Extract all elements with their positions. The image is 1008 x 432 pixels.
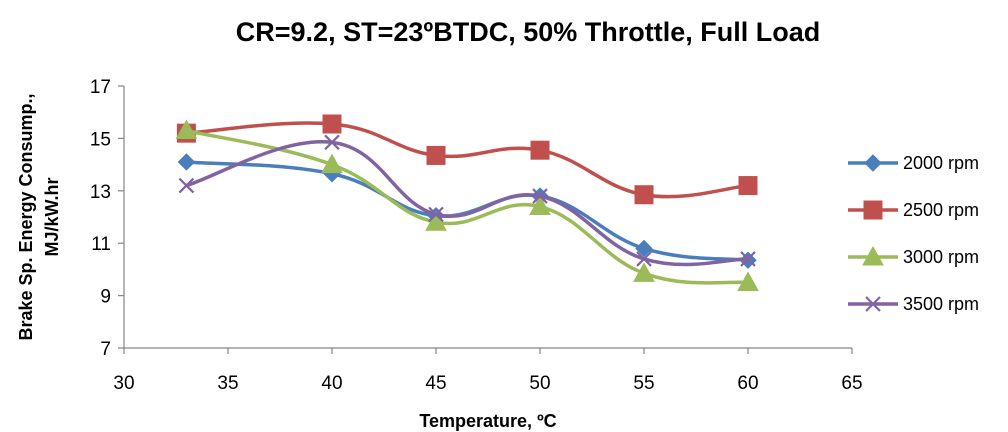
data-point-3000-rpm [737, 271, 759, 291]
legend-label-2500-rpm: 2500 rpm [903, 200, 979, 220]
data-point-3000-rpm [321, 153, 343, 174]
data-point-3000-rpm [529, 195, 551, 216]
legend-marker-3500-rpm [865, 296, 881, 312]
legend-label-3500-rpm: 3500 rpm [903, 294, 979, 314]
data-point-2500-rpm [322, 114, 342, 134]
x-tick-label: 65 [841, 373, 862, 394]
data-point-2000-rpm [177, 153, 196, 171]
legend-marker-2500-rpm [863, 200, 883, 220]
data-point-3000-rpm [175, 119, 198, 140]
y-tick-label: 11 [91, 234, 111, 255]
series-layer [175, 114, 759, 291]
data-point-2000-rpm [635, 239, 653, 258]
series-line-2500-rpm [186, 121, 749, 199]
x-axis-title: Temperature, ºC [419, 411, 556, 431]
y-tick-label: 15 [90, 129, 111, 150]
legend-label-2000-rpm: 2000 rpm [903, 153, 979, 173]
legend-marker-3000-rpm [862, 245, 884, 266]
legend-marker-2000-rpm [864, 154, 882, 172]
y-axis-title-line2: MJ/kW.hr [42, 177, 62, 256]
series-line-3500-rpm [185, 140, 749, 267]
data-point-3500-rpm [740, 251, 756, 267]
y-tick-label: 17 [90, 77, 111, 98]
data-point-3500-rpm [178, 177, 195, 194]
data-point-2500-rpm [738, 176, 758, 196]
y-axis-title-line1: Brake Sp. Energy Consump., [16, 93, 36, 340]
x-tick-label: 60 [737, 373, 758, 394]
legend-label-3000-rpm: 3000 rpm [903, 247, 979, 267]
y-tick-label: 9 [100, 287, 111, 308]
legend: 2000 rpm 2500 rpm 3000 rpm 3500 rpm [848, 153, 979, 314]
data-point-2500-rpm [634, 185, 654, 205]
x-tick-label: 45 [425, 373, 446, 394]
x-tick-label: 30 [113, 373, 134, 394]
data-point-3500-rpm [324, 134, 340, 151]
y-tick-label: 7 [100, 339, 111, 360]
x-tick-label: 55 [633, 373, 654, 394]
series-line-3000-rpm [186, 128, 749, 285]
series-line-2000-rpm [186, 160, 749, 262]
x-tick-label: 50 [529, 373, 550, 394]
data-point-2500-rpm [530, 140, 550, 160]
data-point-3000-rpm [633, 262, 655, 282]
y-tick-label: 13 [90, 182, 111, 203]
data-point-3500-rpm [636, 251, 652, 267]
data-point-3000-rpm [425, 211, 447, 231]
chart-title: CR=9.2, ST=23ºBTDC, 50% Throttle, Full L… [236, 17, 820, 47]
x-tick-label: 40 [321, 373, 342, 394]
data-point-3500-rpm [532, 188, 548, 204]
data-point-2500-rpm [426, 145, 446, 165]
axis-ticks: 7 9 11 13 15 17 30 35 40 45 50 55 60 65 [90, 77, 863, 394]
data-point-3500-rpm [428, 206, 444, 223]
x-tick-label: 35 [217, 373, 238, 394]
